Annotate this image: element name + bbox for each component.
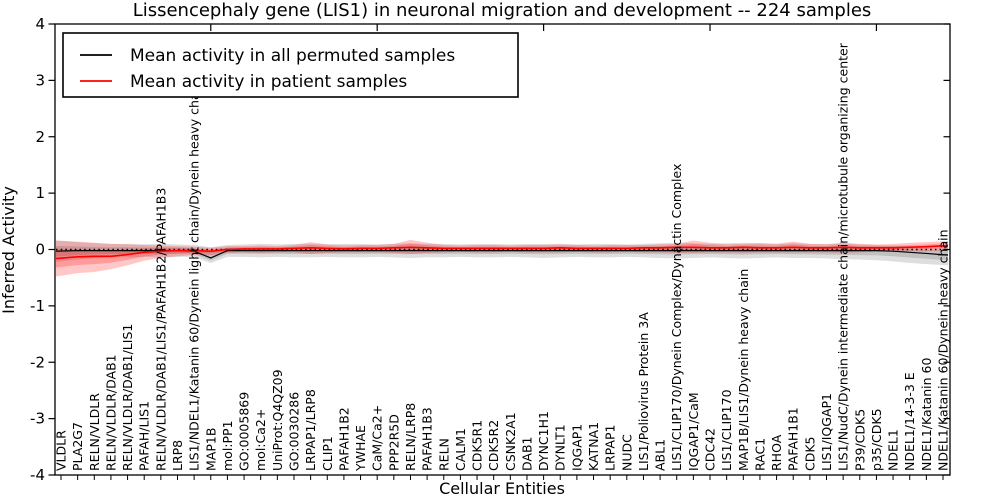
x-tick-label: NDEL1 <box>886 429 901 471</box>
x-tick-label: NDEL1/14-3-3 E <box>902 372 917 471</box>
x-tick-label: IQGAP1/CaM <box>686 392 701 471</box>
x-tick-label: NDEL1/Katanin 60/Dynein heavy chain <box>936 229 951 471</box>
x-tick-label: IQGAP1 <box>569 424 584 471</box>
y-tick-label: 3 <box>35 71 45 89</box>
x-tick-label: VLDLR <box>54 430 69 471</box>
x-tick-label: RELN/VLDLR/DAB1/LIS1/PAFAH1B2/PAFAH1B3 <box>153 188 168 471</box>
y-tick-label: -2 <box>30 353 45 371</box>
chart-title: Lissencephaly gene (LIS1) in neuronal mi… <box>133 0 872 21</box>
x-tick-label: mol:Ca2+ <box>253 409 268 471</box>
x-tick-label: RAC1 <box>752 438 767 471</box>
x-tick-label: RELN/VLDLR <box>87 393 102 471</box>
x-tick-label: MAP1B <box>203 428 218 471</box>
x-tick-label: GO:0030286 <box>286 392 301 471</box>
x-tick-label: LIS1/CLIP170/Dynein Complex/Dynactin Com… <box>669 164 684 471</box>
legend-box <box>62 32 519 98</box>
x-tick-label: RELN/VLDLR/DAB1 <box>103 354 118 471</box>
x-tick-label: CaM/Ca2+ <box>370 405 385 471</box>
x-tick-label: RELN/LRP8 <box>403 403 418 471</box>
y-tick-label: 2 <box>35 128 45 146</box>
y-tick-labels: 4 3 2 1 0 -1 -2 -3 -4 <box>30 15 45 484</box>
x-tick-label: CLIP1 <box>320 436 335 471</box>
x-tick-label: CDK5R1 <box>470 420 485 471</box>
band-permuted <box>56 240 948 266</box>
y-tick-label: 4 <box>35 15 45 33</box>
x-tick-label: LIS1/NudC/Dynein intermediate chain/micr… <box>836 42 851 471</box>
x-tick-label: mol:PP1 <box>220 420 235 471</box>
x-tick-label: CSNK2A1 <box>503 412 518 471</box>
lines-layer <box>55 244 949 260</box>
y-tick-label: -4 <box>30 466 45 484</box>
line-patient <box>55 244 949 260</box>
x-tick-label: RELN <box>436 438 451 471</box>
x-tick-label: DYNLT1 <box>553 424 568 471</box>
x-tick-label: LIS1/NDEL1/Katanin 60/Dynein light chain… <box>187 81 202 471</box>
x-tick-label: GO:0005869 <box>237 392 252 471</box>
x-tick-label: LRP8 <box>170 440 185 471</box>
x-tick-label: LIS1/Poliovirus Protein 3A <box>636 312 651 471</box>
x-tick-label: DYNC1H1 <box>536 411 551 471</box>
legend-label-permuted: Mean activity in all permuted samples <box>130 46 455 66</box>
x-tick-label: RHOA <box>769 434 784 471</box>
x-tick-label: NUDC <box>619 434 634 471</box>
x-tick-label: KATNA1 <box>586 422 601 471</box>
legend: Mean activity in all permuted samples Me… <box>62 32 519 98</box>
x-tick-label: PLA2G7 <box>70 422 85 471</box>
x-tick-label: LRPAP1/LRP8 <box>303 389 318 471</box>
x-tick-label: PAFAH/LIS1 <box>137 401 152 471</box>
x-tick-label: LIS1/IQGAP1 <box>819 393 834 471</box>
x-tick-label: PAFAH1B3 <box>420 407 435 471</box>
x-tick-label: CALM1 <box>453 428 468 471</box>
axes-layer <box>48 23 951 480</box>
line-permuted <box>55 250 949 259</box>
x-tick-label: CDK5R2 <box>486 420 501 471</box>
y-tick-label: -3 <box>30 410 45 428</box>
y-tick-label: -1 <box>30 297 45 315</box>
x-tick-label: ABL1 <box>653 439 668 471</box>
x-tick-label: P39/CDK5 <box>852 409 867 471</box>
x-tick-label: LIS1/CLIP170 <box>719 389 734 471</box>
x-tick-label: PAFAH1B2 <box>336 407 351 471</box>
x-tick-label: RELN/VLDLR/DAB1/LIS1 <box>120 324 135 471</box>
x-axis-label: Cellular Entities <box>439 479 565 498</box>
x-tick-label: CDK5 <box>802 436 817 471</box>
y-tick-label: 1 <box>35 184 45 202</box>
x-tick-label: LRPAP1 <box>603 425 618 471</box>
x-tick-label: UniProt:Q4QZ09 <box>270 369 285 471</box>
x-tick-label: MAP1B/LIS1/Dynein heavy chain <box>736 269 751 471</box>
x-tick-label: p35/CDK5 <box>869 408 884 471</box>
legend-label-patient: Mean activity in patient samples <box>130 72 407 92</box>
x-tick-label: DAB1 <box>519 437 534 472</box>
x-tick-label: PAFAH1B1 <box>786 407 801 471</box>
x-tick-label: PPP2R5D <box>386 414 401 471</box>
x-tick-label: YWHAE <box>353 425 368 472</box>
x-category-labels: VLDLR PLA2G7 RELN/VLDLR RELN/VLDLR/DAB1 RELN… <box>54 42 951 472</box>
x-tick-label: CDC42 <box>703 428 718 471</box>
y-tick-label: 0 <box>35 241 45 259</box>
y-axis-label: Inferred Activity <box>0 186 18 314</box>
x-tick-label: NDEL1/Katanin 60 <box>919 358 934 471</box>
